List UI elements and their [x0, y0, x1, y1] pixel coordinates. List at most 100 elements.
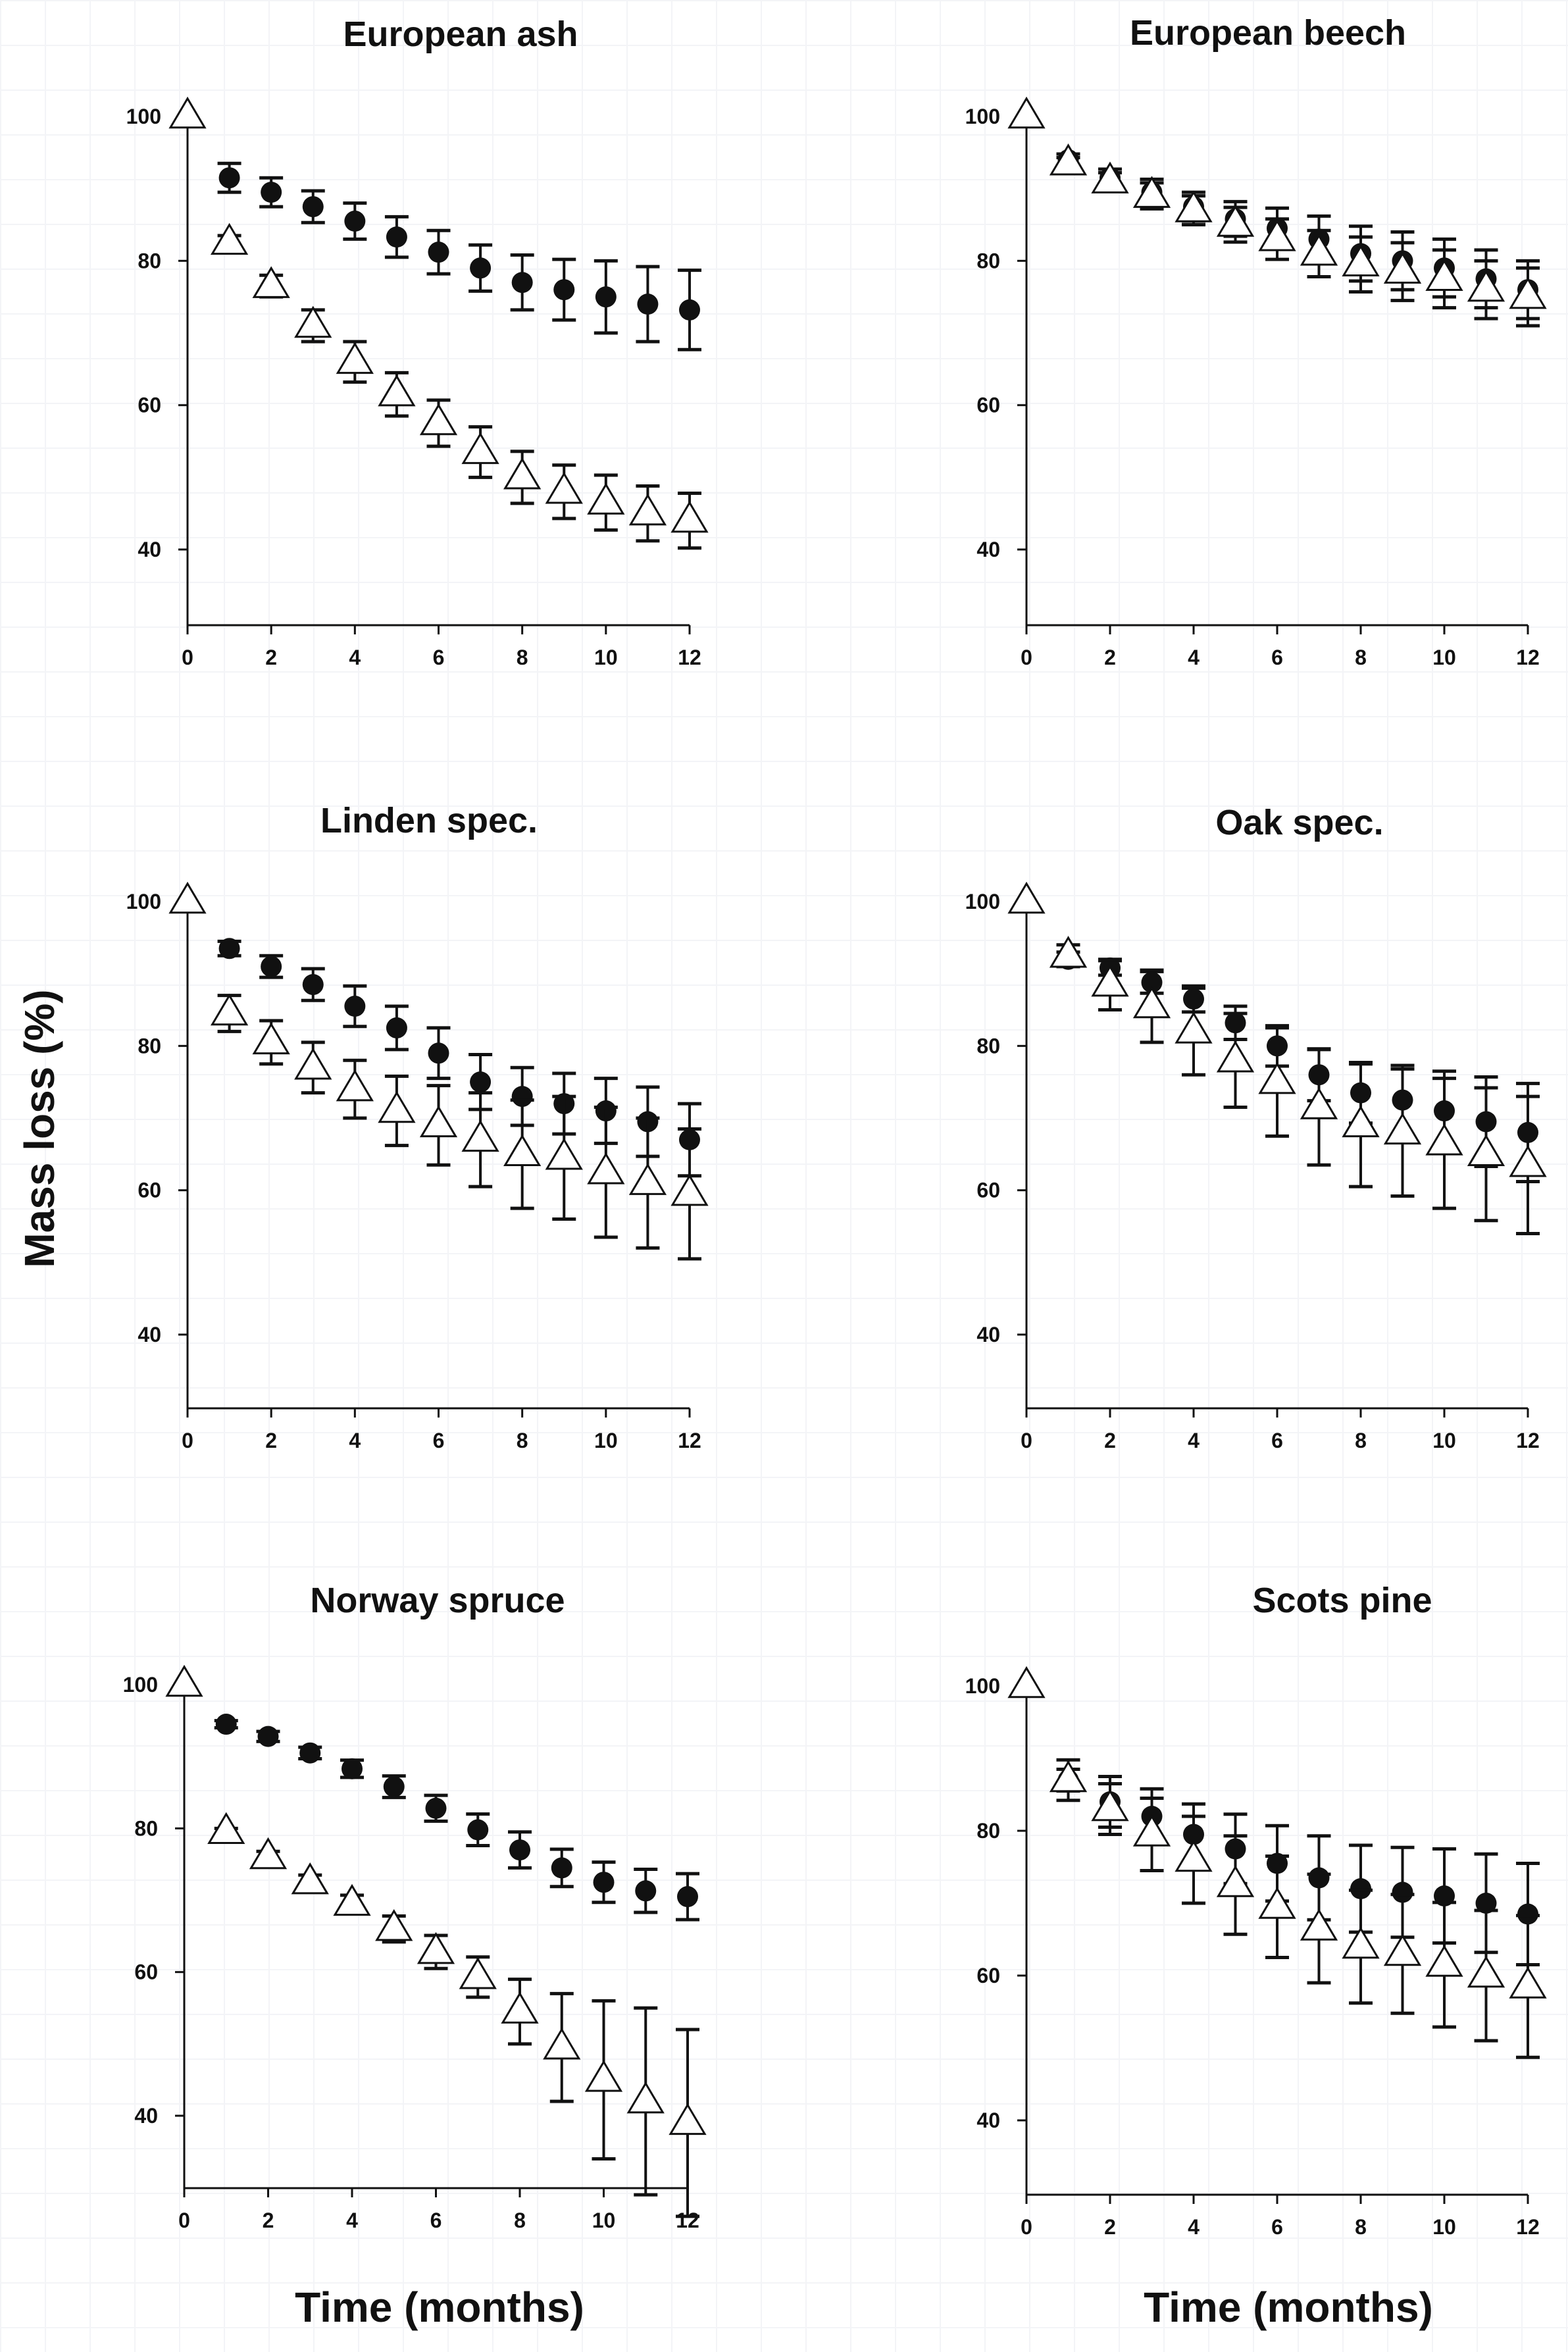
data-point-triangle — [1383, 251, 1422, 284]
data-point-triangle — [419, 1105, 458, 1138]
chart-title: Linden spec. — [320, 801, 538, 840]
data-point-triangle — [168, 881, 207, 914]
x-tick-label: 0 — [178, 2209, 190, 2232]
y-tick-label: 80 — [976, 1819, 1000, 1843]
x-tick-label: 0 — [182, 646, 193, 669]
data-point-triangle — [670, 500, 709, 533]
y-tick-label: 60 — [134, 1960, 158, 1984]
data-point-circle — [470, 257, 492, 279]
data-point-circle — [595, 286, 617, 308]
data-point-circle — [302, 196, 324, 218]
chart-panel-1: European ash 40 60 80 100 0 2 4 6 8 10 12 — [126, 14, 709, 669]
data-point-triangle — [1216, 1865, 1255, 1897]
x-tick-label: 12 — [1516, 2215, 1540, 2239]
x-tick-label: 10 — [594, 646, 618, 669]
y-tick-label: 80 — [976, 1034, 1000, 1058]
x-tick-label: 0 — [182, 1429, 193, 1452]
data-point-triangle — [670, 1173, 709, 1206]
data-point-triangle — [1258, 1887, 1296, 1919]
x-tick-label: 4 — [349, 1429, 361, 1452]
data-point-triangle — [1425, 1123, 1463, 1156]
data-point-triangle — [1258, 219, 1296, 251]
data-point-circle — [299, 1742, 321, 1764]
data-point-triangle — [1132, 176, 1171, 208]
series-triangle — [1007, 881, 1547, 1235]
data-point-triangle — [375, 1908, 413, 1941]
x-tick-label: 4 — [1188, 646, 1200, 669]
data-point-triangle — [1300, 1087, 1338, 1119]
x-tick-label: 12 — [1516, 646, 1540, 669]
x-tick-label: 4 — [1188, 1429, 1200, 1452]
x-tick-label: 2 — [1104, 646, 1116, 669]
data-point-triangle — [1300, 1908, 1338, 1941]
data-point-triangle — [1300, 234, 1338, 266]
y-tick-label: 80 — [138, 249, 161, 272]
data-point-triangle — [461, 1119, 499, 1152]
x-tick-label: 2 — [265, 1429, 277, 1452]
data-point-circle — [553, 279, 575, 301]
y-tick-label: 60 — [138, 1179, 161, 1202]
data-point-circle — [261, 182, 282, 203]
data-point-triangle — [378, 374, 416, 407]
x-tick-label: 6 — [430, 2209, 442, 2232]
data-point-triangle — [501, 1991, 539, 2024]
y-tick-label: 40 — [138, 1323, 161, 1346]
data-point-triangle — [419, 403, 458, 436]
y-tick-label: 100 — [965, 105, 1000, 128]
data-point-circle — [593, 1872, 615, 1893]
x-tick-label: 10 — [1432, 1429, 1456, 1452]
y-tick-label: 40 — [976, 1323, 1000, 1346]
y-tick-label: 40 — [976, 2109, 1000, 2132]
y-tick-label: 80 — [134, 1816, 158, 1840]
data-point-triangle — [1258, 1061, 1296, 1094]
data-point-circle — [551, 1857, 572, 1879]
series-triangle — [168, 881, 709, 1261]
data-point-triangle — [628, 493, 667, 526]
data-point-triangle — [378, 1090, 416, 1123]
data-point-triangle — [459, 1957, 497, 1989]
data-point-triangle — [1007, 96, 1046, 129]
data-point-triangle — [252, 1022, 290, 1055]
y-tick-label: 80 — [976, 249, 1000, 272]
x-tick-label: 10 — [594, 1429, 618, 1452]
data-point-triangle — [1091, 161, 1129, 193]
data-point-circle — [679, 299, 700, 320]
x-tick-label: 2 — [1104, 2215, 1116, 2239]
data-point-triangle — [336, 1069, 374, 1102]
data-point-circle — [386, 226, 407, 248]
data-point-triangle — [291, 1862, 329, 1895]
x-tick-label: 6 — [433, 646, 445, 669]
data-point-triangle — [1175, 190, 1213, 222]
data-point-triangle — [249, 1837, 288, 1870]
data-point-triangle — [503, 1134, 542, 1167]
data-point-triangle — [1342, 1926, 1380, 1959]
data-point-triangle — [669, 2103, 707, 2135]
data-point-circle — [511, 1086, 533, 1108]
data-point-triangle — [503, 457, 542, 490]
data-point-triangle — [587, 1152, 625, 1185]
data-point-circle — [302, 974, 324, 996]
x-tick-label: 12 — [678, 646, 701, 669]
y-tick-label: 60 — [138, 394, 161, 417]
data-point-triangle — [1425, 1945, 1463, 1977]
y-tick-label: 40 — [134, 2104, 158, 2128]
y-tick-label: 40 — [138, 538, 161, 561]
data-point-circle — [261, 956, 282, 977]
chart-title: Oak spec. — [1215, 803, 1383, 842]
data-point-circle — [344, 996, 366, 1017]
x-tick-label: 12 — [678, 1429, 701, 1452]
data-point-circle — [467, 1819, 489, 1841]
data-point-triangle — [1132, 1814, 1171, 1847]
data-point-triangle — [336, 342, 374, 374]
data-point-circle — [386, 1017, 407, 1038]
y-tick-label: 40 — [976, 538, 1000, 561]
data-point-triangle — [165, 1664, 203, 1697]
chart-panel-2: European beech 40 60 80 100 0 2 4 6 8 10 12 — [965, 13, 1547, 669]
data-point-triangle — [461, 432, 499, 465]
data-point-triangle — [1216, 1040, 1255, 1073]
x-tick-label: 10 — [592, 2209, 616, 2232]
data-point-triangle — [1383, 1933, 1422, 1966]
data-point-triangle — [1049, 1760, 1088, 1793]
